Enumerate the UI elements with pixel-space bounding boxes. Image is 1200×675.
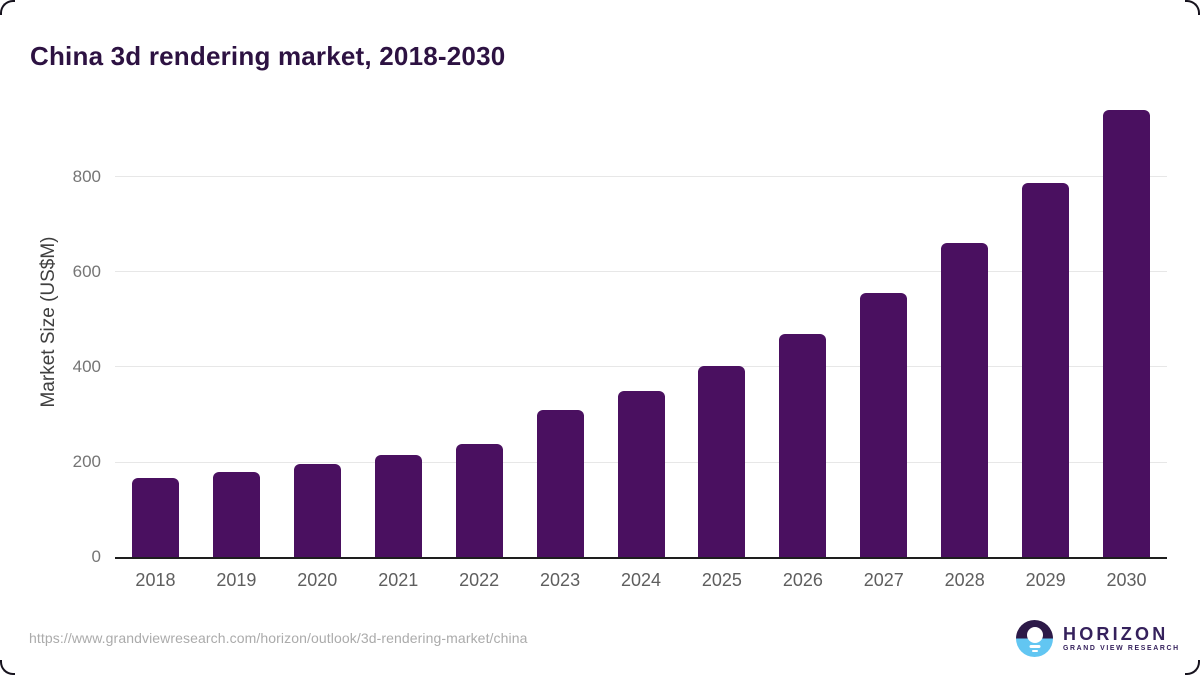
x-tick-label: 2021	[378, 570, 419, 590]
x-tick-label: 2024	[620, 570, 662, 590]
bar-2020	[293, 463, 341, 557]
y-tick-label: 400	[72, 356, 101, 376]
logo-text: HORIZON GRAND VIEW RESEARCH	[1063, 625, 1180, 652]
bar-2028	[941, 243, 989, 557]
x-tick-label: 2027	[863, 570, 904, 590]
x-tick-label: 2026	[782, 570, 823, 590]
bar-2018	[131, 478, 179, 557]
bar-2025	[698, 366, 746, 557]
horizon-sun-icon	[1016, 620, 1053, 657]
card-corner-bottom-left	[0, 660, 15, 675]
x-tick-label: 2025	[701, 570, 742, 590]
y-tick-label: 0	[91, 547, 101, 566]
bar-2021	[374, 454, 422, 557]
source-url: https://www.grandviewresearch.com/horizo…	[29, 630, 528, 646]
bar-2030	[1103, 110, 1151, 557]
logo-subname: GRAND VIEW RESEARCH	[1063, 645, 1180, 652]
logo-name: HORIZON	[1063, 624, 1169, 644]
card-corner-bottom-right	[1185, 660, 1200, 675]
x-tick-label: 2030	[1106, 570, 1147, 590]
gridline	[115, 271, 1167, 273]
reflection-dash-icon	[1029, 645, 1040, 648]
x-tick-label: 2020	[297, 570, 338, 590]
card-corner-top-left	[0, 0, 15, 15]
x-tick-label: 2022	[459, 570, 500, 590]
bar-2024	[617, 390, 665, 557]
reflection-dash-icon	[1031, 649, 1038, 652]
x-tick-label: 2018	[135, 570, 176, 590]
x-tick-label: 2028	[944, 570, 985, 590]
bar-2027	[860, 292, 908, 557]
y-tick-label: 800	[72, 166, 101, 186]
gridline	[115, 176, 1167, 178]
sun-circle-icon	[1026, 627, 1043, 643]
bar-2026	[779, 333, 827, 557]
y-tick-label: 600	[72, 261, 101, 281]
bar-2022	[455, 443, 503, 557]
x-tick-label: 2019	[216, 570, 257, 590]
chart-title: China 3d rendering market, 2018-2030	[30, 41, 506, 72]
bar-2029	[1022, 182, 1070, 557]
gridline	[115, 366, 1167, 368]
card-corner-top-right	[1185, 0, 1200, 15]
horizon-logo: HORIZON GRAND VIEW RESEARCH	[1016, 620, 1180, 657]
bar-2023	[536, 409, 584, 557]
x-tick-label: 2023	[540, 570, 581, 590]
bar-2019	[212, 471, 260, 557]
plot-area: 0 200 400 600 800 2018 2019 2020 2021 2022 2023 202…	[73, 100, 1167, 590]
y-tick-label: 200	[72, 452, 101, 471]
x-tick-label: 2029	[1025, 570, 1066, 590]
